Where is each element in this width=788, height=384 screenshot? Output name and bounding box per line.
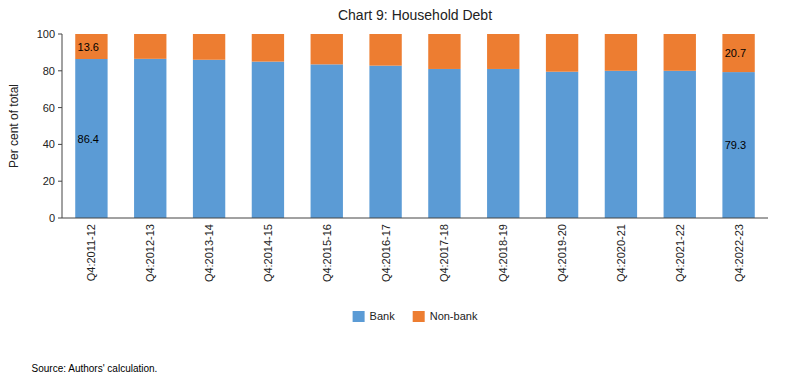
x-tick-label: Q4:2014-15 — [262, 224, 274, 282]
bar — [722, 34, 754, 72]
x-tick-label: Q4:2017-18 — [438, 224, 450, 282]
legend-swatch — [353, 311, 365, 322]
bar — [546, 34, 578, 72]
annotation: 20.7 — [725, 47, 746, 59]
x-tick-label: Q4:2019-20 — [556, 224, 568, 282]
x-tick-label: Q4:2012-13 — [144, 224, 156, 282]
annotation: 13.6 — [78, 41, 99, 53]
bar — [369, 34, 401, 66]
y-tick-label: 60 — [43, 102, 55, 114]
y-tick — [58, 144, 62, 145]
y-tick-label: 100 — [37, 28, 55, 40]
background — [0, 0, 788, 384]
x-tick-label: Q4:2022-23 — [733, 224, 745, 282]
bar — [193, 34, 225, 60]
bar — [664, 34, 696, 71]
bar — [369, 66, 401, 218]
y-tick — [58, 218, 62, 219]
bar — [75, 59, 107, 218]
legend-item: Bank — [353, 310, 396, 322]
bar — [134, 59, 166, 218]
title: Chart 9: Household Debt — [338, 7, 492, 23]
y-tick-label: 0 — [49, 212, 55, 224]
annotation: 79.3 — [725, 139, 746, 151]
y-tick-label: 80 — [43, 65, 55, 77]
legend-label: Bank — [370, 310, 396, 322]
x-tick-label: Q4:2021-22 — [674, 224, 686, 282]
y-tick-label: 40 — [43, 138, 55, 150]
bar — [252, 62, 284, 218]
x-tick-label: Q4:2018-19 — [497, 224, 509, 282]
source-note: Source: Authors' calculation. — [32, 363, 158, 374]
legend-swatch — [413, 311, 425, 322]
y-tick — [58, 181, 62, 182]
bar — [252, 34, 284, 62]
bar — [722, 72, 754, 218]
y-axis-line — [62, 34, 63, 218]
legend-item: Non-bank — [413, 310, 478, 322]
x-tick-label: Q4:2015-16 — [321, 224, 333, 282]
bar — [311, 34, 343, 64]
y-tick — [58, 70, 62, 71]
bar — [193, 60, 225, 218]
y-tick — [58, 34, 62, 35]
bar — [428, 69, 460, 218]
bars — [75, 34, 755, 218]
bar — [75, 34, 107, 59]
legend: Bank Non-bank — [353, 310, 478, 322]
bar — [311, 64, 343, 218]
legend-label: Non-bank — [430, 310, 478, 322]
bar — [605, 71, 637, 218]
bar — [428, 34, 460, 69]
bar — [487, 34, 519, 69]
y-tick-label: 20 — [43, 175, 55, 187]
x-tick-label: Q4:2016-17 — [380, 224, 392, 282]
chart: Chart 9: Household Debt 0 20 40 60 80 100 Per c… — [0, 0, 788, 384]
x-tick-label: Q4:2020-21 — [615, 224, 627, 282]
annotation: 86.4 — [78, 133, 99, 145]
bar — [664, 71, 696, 218]
y-tick — [58, 107, 62, 108]
bar — [605, 34, 637, 71]
bar — [487, 69, 519, 218]
y-axis-label: Per cent of total — [7, 84, 21, 168]
x-tick-label: Q4:2013-14 — [203, 224, 215, 282]
x-axis-line — [62, 218, 768, 219]
bar — [546, 72, 578, 218]
bar — [134, 34, 166, 59]
x-tick-label: Q4:2011-12 — [85, 224, 97, 281]
